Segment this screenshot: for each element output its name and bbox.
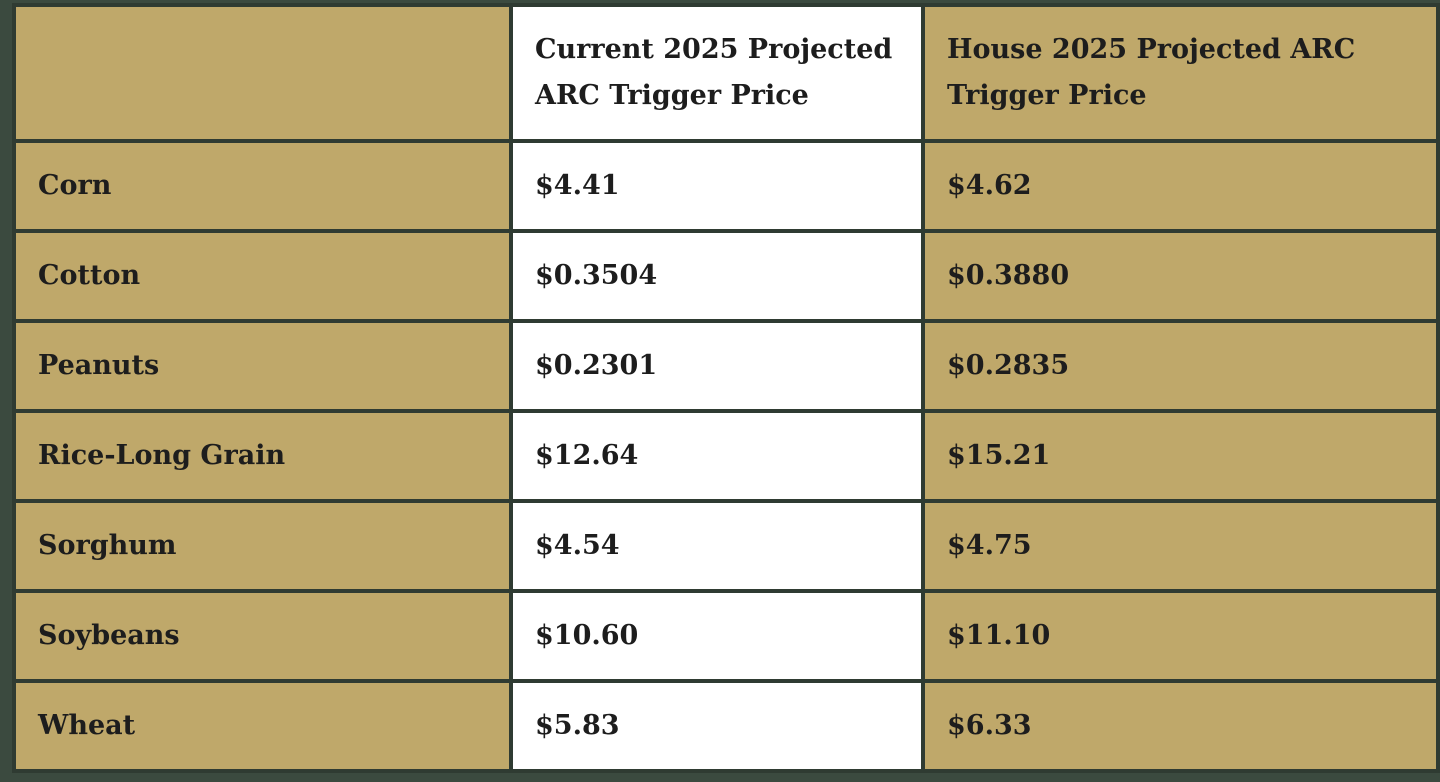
header-house-price: House 2025 Projected ARC Trigger Price — [921, 3, 1440, 143]
table-header-row: Current 2025 Projected ARC Trigger Price… — [12, 3, 1440, 143]
header-crop-cell — [12, 3, 513, 143]
current-price-cell: $4.41 — [509, 139, 925, 233]
table-row: Rice-Long Grain $12.64 $15.21 — [12, 409, 1440, 503]
arc-trigger-price-table: Current 2025 Projected ARC Trigger Price… — [12, 3, 1440, 773]
current-price-cell: $4.54 — [509, 499, 925, 593]
header-current-line-2: ARC Trigger Price — [535, 80, 809, 111]
header-current-line-1: Current 2025 Projected — [535, 34, 893, 65]
header-house-line-2: Trigger Price — [947, 80, 1147, 111]
house-price-cell: $6.33 — [921, 679, 1440, 773]
house-price-cell: $11.10 — [921, 589, 1440, 683]
current-price-cell: $5.83 — [509, 679, 925, 773]
crop-cell: Sorghum — [12, 499, 513, 593]
crop-cell: Corn — [12, 139, 513, 233]
house-price-cell: $4.75 — [921, 499, 1440, 593]
house-price-cell: $0.2835 — [921, 319, 1440, 413]
house-price-cell: $15.21 — [921, 409, 1440, 503]
crop-cell: Cotton — [12, 229, 513, 323]
table-row: Wheat $5.83 $6.33 — [12, 679, 1440, 773]
house-price-cell: $4.62 — [921, 139, 1440, 233]
crop-cell: Wheat — [12, 679, 513, 773]
current-price-cell: $10.60 — [509, 589, 925, 683]
header-current-price: Current 2025 Projected ARC Trigger Price — [509, 3, 925, 143]
house-price-cell: $0.3880 — [921, 229, 1440, 323]
table-row: Sorghum $4.54 $4.75 — [12, 499, 1440, 593]
table-row: Peanuts $0.2301 $0.2835 — [12, 319, 1440, 413]
header-house-line-1: House 2025 Projected ARC — [947, 34, 1356, 65]
table-row: Corn $4.41 $4.62 — [12, 139, 1440, 233]
current-price-cell: $12.64 — [509, 409, 925, 503]
crop-cell: Rice-Long Grain — [12, 409, 513, 503]
table-row: Soybeans $10.60 $11.10 — [12, 589, 1440, 683]
current-price-cell: $0.2301 — [509, 319, 925, 413]
current-price-cell: $0.3504 — [509, 229, 925, 323]
table-row: Cotton $0.3504 $0.3880 — [12, 229, 1440, 323]
crop-cell: Peanuts — [12, 319, 513, 413]
crop-cell: Soybeans — [12, 589, 513, 683]
